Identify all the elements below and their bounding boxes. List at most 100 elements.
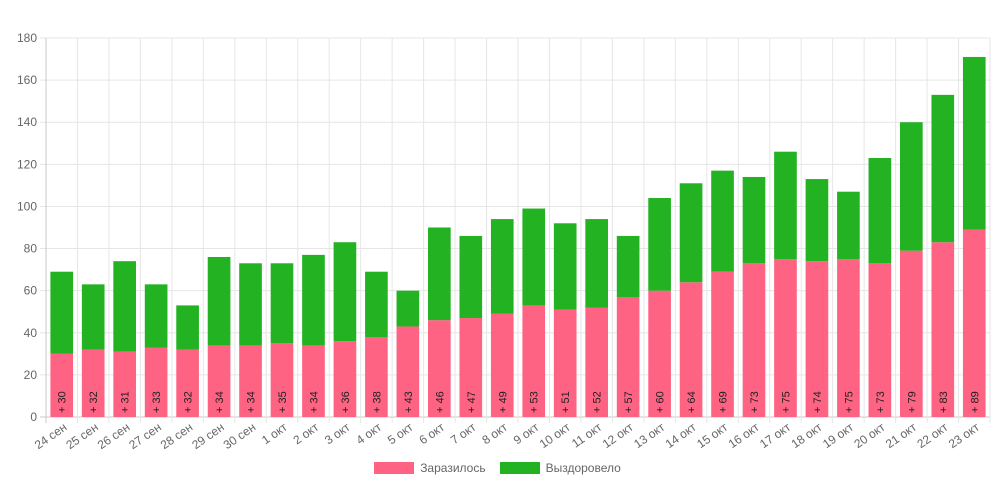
x-tick-label: 26 сен — [95, 420, 133, 452]
bar-recovered — [459, 235, 483, 319]
bar-infected — [239, 345, 262, 417]
bar-recovered — [774, 151, 797, 260]
x-tick-label: 11 окт — [569, 420, 605, 451]
bar-infected — [711, 271, 734, 417]
data-label: + 75 — [843, 391, 855, 413]
bar-infected — [837, 259, 860, 417]
data-label: + 35 — [277, 391, 289, 413]
bar-recovered — [365, 271, 388, 337]
data-label: + 74 — [812, 391, 824, 413]
data-label: + 46 — [434, 391, 446, 413]
x-tick-label: 22 окт — [914, 420, 950, 451]
data-label: + 31 — [120, 391, 132, 413]
data-label: + 75 — [780, 391, 792, 413]
bar-recovered — [742, 176, 766, 264]
legend-label-infected: Заразилось — [420, 461, 486, 475]
x-tick-label: 20 окт — [852, 420, 888, 451]
bar-infected — [553, 309, 577, 417]
data-label: + 32 — [183, 391, 195, 413]
data-label: + 36 — [340, 391, 352, 413]
x-tick-label: 21 окт — [883, 420, 919, 451]
bars — [50, 56, 986, 417]
x-tick-label: 14 окт — [663, 420, 699, 451]
data-label: + 38 — [371, 391, 383, 413]
x-tick-label: 8 окт — [479, 420, 510, 448]
legend-swatch-infected — [374, 462, 415, 474]
y-tick-label: 0 — [30, 410, 37, 424]
bar-recovered — [176, 305, 199, 350]
bar-recovered — [868, 158, 892, 264]
x-tick-label: 4 окт — [354, 420, 385, 448]
bar-recovered — [490, 219, 514, 314]
x-tick-label: 24 сен — [32, 420, 70, 452]
bar-recovered — [648, 198, 671, 291]
x-tick-label: 29 сен — [189, 420, 227, 452]
legend: Заразилось Выздоровело — [0, 461, 995, 475]
bar-infected — [81, 349, 105, 417]
data-label: + 57 — [623, 391, 635, 413]
bar-recovered — [931, 94, 955, 243]
bar-infected — [616, 296, 640, 417]
data-label: + 53 — [529, 391, 541, 413]
bar-recovered — [113, 261, 136, 352]
bar-recovered — [900, 122, 923, 251]
bar-infected — [900, 250, 923, 417]
data-label: + 73 — [875, 391, 887, 413]
bar-infected — [333, 341, 357, 417]
bar-infected — [648, 290, 671, 417]
legend-item-recovered[interactable]: Выздоровело — [499, 461, 621, 475]
x-tick-label: 27 сен — [126, 420, 164, 452]
bar-recovered — [679, 183, 703, 283]
data-label: + 43 — [403, 391, 415, 413]
bar-recovered — [81, 284, 105, 350]
x-tick-label: 2 окт — [291, 420, 322, 448]
y-tick-label: 160 — [17, 73, 37, 87]
x-tick-label: 17 окт — [757, 420, 793, 451]
bar-chart: + 30 + 32 + 31 + 33 + 32 + 34 + 34 + 35 + 34 + 36… — [17, 31, 991, 452]
x-tick-label: 5 окт — [385, 420, 416, 448]
data-label: + 33 — [151, 391, 163, 413]
x-tick-label: 30 сен — [221, 420, 259, 452]
y-tick-label: 100 — [17, 199, 37, 213]
y-tick-label: 20 — [24, 368, 38, 382]
bar-recovered — [428, 227, 451, 321]
bar-infected — [774, 259, 797, 417]
bar-recovered — [585, 219, 608, 308]
bar-recovered — [837, 191, 860, 260]
bar-infected — [396, 326, 420, 417]
data-label: + 73 — [749, 391, 761, 413]
y-tick-label: 140 — [17, 115, 37, 129]
y-tick-label: 40 — [24, 326, 38, 340]
bar-recovered — [270, 263, 294, 344]
legend-label-recovered: Выздоровело — [545, 461, 621, 475]
x-tick-label: 9 окт — [511, 420, 542, 448]
data-label: + 64 — [686, 391, 698, 413]
bar-recovered — [522, 208, 546, 306]
x-tick-label: 25 сен — [63, 420, 101, 452]
x-tick-label: 19 окт — [820, 420, 856, 451]
bar-recovered — [50, 271, 74, 354]
data-label: + 34 — [246, 391, 258, 413]
bar-recovered — [553, 223, 577, 310]
data-label: + 34 — [308, 391, 320, 413]
x-tick-label: 6 окт — [416, 420, 447, 448]
x-tick-label: 7 окт — [448, 420, 479, 448]
bar-infected — [742, 263, 766, 417]
y-tick-label: 120 — [17, 157, 37, 171]
x-tick-label: 13 окт — [631, 420, 667, 451]
data-label: + 52 — [592, 391, 604, 413]
x-tick-label: 28 сен — [158, 420, 196, 452]
x-tick-label: 23 окт — [946, 420, 982, 451]
bar-infected — [805, 261, 829, 417]
legend-item-infected[interactable]: Заразилось — [374, 461, 486, 475]
bar-infected — [585, 307, 608, 417]
bar-recovered — [207, 256, 231, 346]
bar-infected — [144, 347, 168, 417]
data-labels: + 30 + 32 + 31 + 33 + 32 + 34 + 34 + 35 + 34 + 36… — [57, 391, 982, 413]
data-label: + 34 — [214, 391, 226, 413]
bar-recovered — [805, 179, 829, 262]
x-tick-label: 16 окт — [726, 420, 762, 451]
data-label: + 79 — [906, 391, 918, 413]
data-label: + 89 — [969, 391, 981, 413]
